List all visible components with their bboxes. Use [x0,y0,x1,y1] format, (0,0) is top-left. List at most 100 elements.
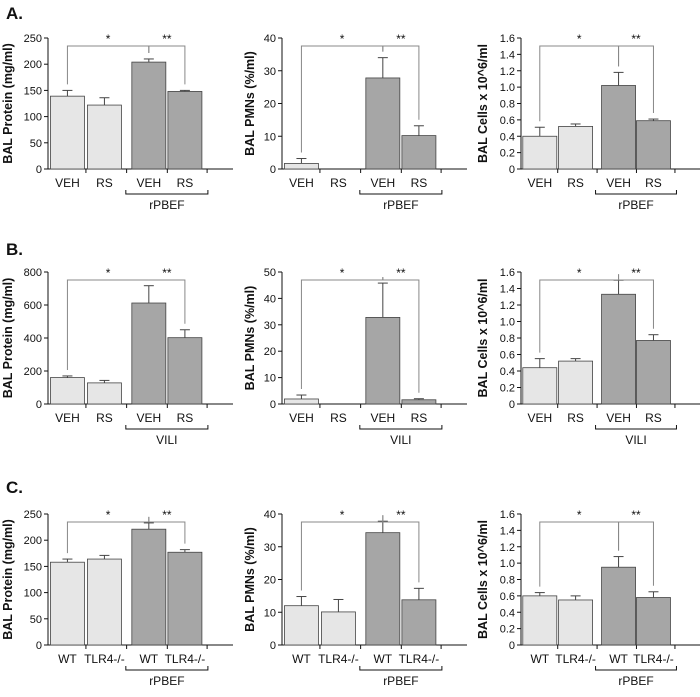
significance-label: ** [396,32,406,46]
significance-label: ** [396,508,406,522]
category-label: RS [96,176,113,190]
y-tick-label: 1.4 [500,49,515,61]
y-tick-label: 50 [30,614,42,626]
bar [636,340,671,405]
y-tick-label: 150 [24,561,42,573]
group-bracket [125,425,209,430]
y-tick-label: 200 [24,366,42,378]
significance-label: * [106,508,111,522]
category-label: RS [645,176,662,190]
category-label: VEH [606,176,631,190]
significance-label: ** [631,508,641,522]
significance-label: * [340,266,345,280]
group-label: rPBEF [149,674,184,688]
panel-label-c: C. [6,478,23,497]
chart-b3: 0 0.2 0.4 0.6 0.8 1.0 1.2 1.4 1.6 BAL Cells x 10^… [476,266,700,447]
y-tick-label: 0 [509,399,515,411]
y-tick-label: 30 [264,320,276,332]
y-tick-label: 10 [264,131,276,143]
category-label: VEH [136,411,161,425]
significance-bracket [382,277,420,393]
y-tick-label: 1.0 [500,317,515,329]
category-label: WT [139,652,158,666]
category-label: RS [330,411,347,425]
significance-label: ** [631,32,641,46]
bar [636,597,671,646]
y-tick-label: 10 [264,373,276,385]
chart-c2: 0 10 20 30 40 BAL PMNs (%/ml) WT TLR4-/- WT TLR4-… [243,508,467,688]
significance-bracket [148,45,186,85]
y-tick-label: 50 [264,267,276,279]
y-tick-label: 40 [264,33,276,45]
y-tick-label: 1.4 [500,525,515,537]
bar [401,135,437,170]
category-label: RS [330,176,347,190]
y-tick-label: 0 [36,399,42,411]
bar [87,104,122,170]
bar [558,599,593,646]
bar [558,126,593,170]
significance-label: ** [396,266,406,280]
y-tick-label: 40 [264,293,276,305]
y-tick-label: 10 [264,607,276,619]
bar [167,551,203,646]
y-tick-label: 30 [264,542,276,554]
category-label: VEH [55,176,80,190]
category-label: WT [58,652,77,666]
bar [284,163,319,170]
bar [365,77,401,170]
category-label: RS [645,411,662,425]
bar [87,558,122,646]
y-tick-label: 1.2 [500,66,515,78]
bar [601,293,636,405]
group-label: VILI [156,433,177,447]
category-label: VEH [370,176,395,190]
y-tick-label: 1.0 [500,82,515,94]
y-tick-label: 1.6 [500,509,515,521]
y-tick-label: 0.4 [500,131,515,143]
bar [131,61,167,170]
panel-label-b: B. [6,240,23,259]
y-tick-label: 0.6 [500,350,515,362]
y-tick-label: 1.0 [500,558,515,570]
bar [401,599,437,646]
y-tick-label: 1.4 [500,284,515,296]
y-tick-label: 250 [24,509,42,521]
category-label: TLR4-/- [399,652,440,666]
group-label: rPBEF [383,674,418,688]
y-tick-label: 150 [24,85,42,97]
y-tick-label: 0.6 [500,115,515,127]
significance-label: ** [162,32,172,46]
y-tick-label: 0 [270,164,276,176]
y-axis-label: BAL PMNs (%/ml) [243,286,257,391]
bar [167,337,203,405]
category-label: RS [411,176,428,190]
category-label: VEH [527,411,552,425]
bar [558,360,593,405]
y-tick-label: 20 [264,575,276,587]
category-label: VEH [527,176,552,190]
y-tick-label: 250 [24,33,42,45]
y-axis-label: BAL PMNs (%/ml) [243,51,257,156]
category-label: RS [177,176,194,190]
y-tick-label: 20 [264,346,276,358]
chart-a3: 0 0.2 0.4 0.6 0.8 1.0 1.2 1.4 1.6 BAL Cells x 10^… [476,32,700,212]
bar [601,566,636,646]
category-label: WT [530,652,549,666]
y-tick-label: 0 [270,399,276,411]
significance-bracket [148,516,186,544]
bar [167,91,203,170]
group-bracket [359,666,443,671]
y-axis-label: BAL Protein (mg/ml) [1,278,15,399]
significance-label: * [577,32,582,46]
significance-bracket [618,274,654,329]
group-label: VILI [390,433,411,447]
category-label: TLR4-/- [318,652,359,666]
bar [365,317,401,405]
category-label: TLR4-/- [555,652,596,666]
category-label: VEH [136,176,161,190]
significance-label: * [340,32,345,46]
